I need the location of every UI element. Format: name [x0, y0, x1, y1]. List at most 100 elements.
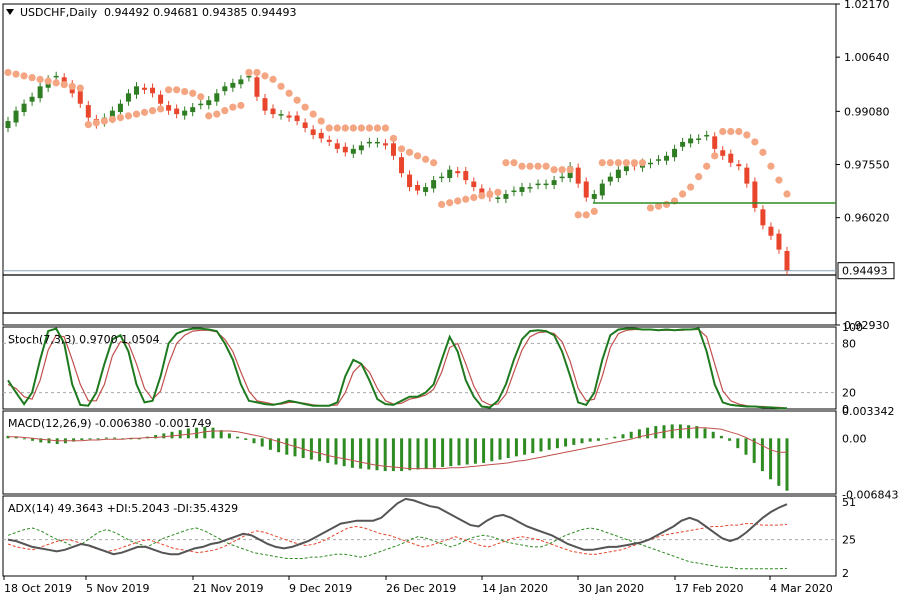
- sar-dot: [333, 124, 341, 132]
- candle-body: [495, 197, 501, 200]
- macd-histogram-bar: [744, 438, 748, 455]
- candle-body: [455, 171, 461, 174]
- candle-body: [133, 86, 139, 95]
- macd-histogram-bar: [244, 438, 248, 440]
- macd-histogram-bar: [711, 431, 715, 439]
- candle-body: [21, 103, 27, 113]
- macd-histogram-bar: [72, 438, 76, 442]
- sar-dot: [20, 72, 28, 80]
- sar-dot: [173, 86, 181, 94]
- candle-body: [680, 141, 686, 147]
- sar-dot: [703, 162, 711, 170]
- macd-histogram-bar: [588, 438, 592, 442]
- macd-histogram-bar: [498, 438, 502, 460]
- candle-body: [664, 155, 670, 161]
- macd-histogram-bar: [236, 436, 240, 439]
- candle-body: [174, 108, 180, 115]
- candle-body: [158, 94, 164, 104]
- stoch-label: Stoch(7,3,3) 0.9700 1.0504: [8, 333, 160, 346]
- candle-body: [53, 75, 59, 78]
- price-axis-tick-label: 0.97550: [844, 159, 890, 172]
- sar-dot: [357, 124, 365, 132]
- sar-dot: [269, 75, 277, 83]
- sar-dot: [140, 108, 149, 116]
- sar-dot: [60, 80, 68, 89]
- sar-dot: [277, 82, 285, 90]
- candle-body: [246, 75, 252, 78]
- candle-body: [623, 166, 629, 172]
- macd-histogram-bar: [629, 431, 633, 439]
- sar-dot: [775, 176, 783, 184]
- adx-axis-tick-label: 2: [842, 567, 849, 580]
- macd-histogram-bar: [227, 433, 231, 439]
- macd-histogram-bar: [137, 438, 141, 440]
- macd-histogram-bar: [695, 426, 699, 439]
- sar-dot: [582, 211, 590, 219]
- candle-body: [374, 141, 380, 144]
- sar-dot: [711, 152, 719, 160]
- candle-body: [760, 209, 766, 226]
- macd-histogram-bar: [96, 438, 100, 440]
- candle-body: [109, 110, 115, 119]
- price-axis-tick-label: 1.02170: [844, 0, 890, 11]
- candle-body: [407, 174, 413, 188]
- sar-dot: [727, 127, 735, 136]
- candle-body: [262, 98, 268, 111]
- macd-axis-tick-label: 0.00: [842, 432, 867, 445]
- candle-body: [559, 176, 565, 179]
- sar-dot: [108, 115, 117, 123]
- sar-dot: [36, 75, 44, 83]
- candle-body: [350, 148, 356, 154]
- sar-dot: [695, 173, 703, 181]
- sar-dot: [309, 110, 317, 118]
- candle-body: [696, 138, 702, 140]
- sar-dot: [638, 159, 647, 167]
- macd-histogram-bar: [736, 438, 740, 449]
- sar-dot: [237, 101, 245, 110]
- macd-histogram-bar: [350, 438, 354, 468]
- macd-histogram-bar: [777, 438, 781, 486]
- adx-axis-tick-label: 25: [842, 534, 856, 547]
- candle-body: [61, 77, 67, 83]
- date-axis-label: 26 Dec 2019: [386, 582, 456, 595]
- macd-histogram-bar: [441, 438, 445, 467]
- candle-body: [182, 110, 188, 116]
- sar-dot: [165, 86, 173, 94]
- candle-body: [77, 91, 83, 104]
- candle-body: [117, 103, 123, 113]
- macd-histogram-bar: [47, 438, 51, 444]
- candle-body: [302, 122, 308, 129]
- macd-histogram-bar: [752, 438, 756, 463]
- macd-histogram-bar: [359, 438, 363, 469]
- candle-body: [423, 187, 429, 192]
- candle-body: [206, 100, 212, 106]
- macd-histogram-bar: [129, 438, 133, 440]
- macd-histogram-bar: [613, 436, 617, 439]
- sar-dot: [526, 162, 534, 170]
- sar-dot: [478, 192, 486, 200]
- candle-body: [712, 136, 718, 149]
- macd-histogram-bar: [170, 431, 174, 439]
- candle-body: [294, 115, 300, 122]
- candle-body: [599, 183, 605, 196]
- macd-histogram-bar: [22, 438, 26, 440]
- candle-body: [190, 107, 196, 113]
- macd-histogram-bar: [523, 438, 527, 455]
- menu-triangle-icon: [6, 9, 14, 15]
- sar-dot: [486, 190, 494, 198]
- sar-dot: [687, 183, 695, 191]
- macd-histogram-bar: [457, 438, 461, 466]
- candle-body: [535, 183, 541, 186]
- candle-body: [704, 134, 710, 137]
- macd-histogram-bar: [260, 438, 264, 447]
- candle-body: [326, 139, 332, 142]
- price-axis-tick-label: 1.00640: [844, 51, 890, 64]
- sar-dot: [132, 110, 141, 118]
- macd-histogram-bar: [211, 427, 215, 439]
- candle-body: [399, 157, 405, 174]
- candle-body: [198, 103, 204, 106]
- sar-dot: [622, 159, 630, 167]
- candle-body: [736, 164, 742, 167]
